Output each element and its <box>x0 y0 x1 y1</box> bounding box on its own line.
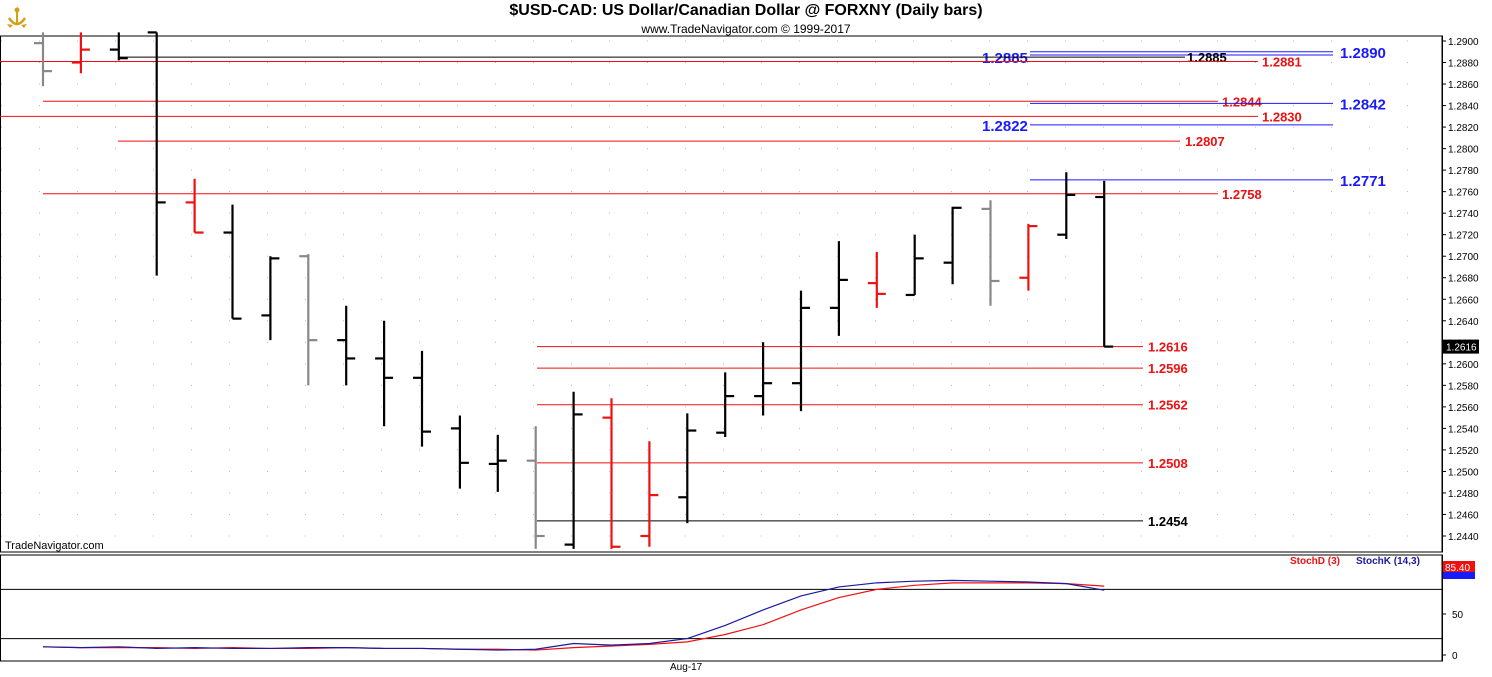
price-tick-label: 1.2720 <box>1448 231 1479 242</box>
x-axis-label: Aug-17 <box>670 662 703 673</box>
level-label: 1.2562 <box>1148 398 1188 413</box>
price-tick-label: 1.2540 <box>1448 424 1479 435</box>
level-label: 1.2822 <box>982 118 1028 135</box>
price-tick-label: 1.2680 <box>1448 274 1479 285</box>
stoch-series-line <box>42 582 1105 651</box>
ohlc-bar <box>450 415 469 489</box>
price-tick-label: 1.2880 <box>1448 59 1479 70</box>
ohlc-bar <box>109 32 128 61</box>
ohlc-bar <box>829 241 848 336</box>
ohlc-bar <box>602 398 621 549</box>
price-tick-label: 1.2440 <box>1448 532 1479 543</box>
ohlc-bar <box>375 320 394 427</box>
stoch-d-label: StochD (3) <box>1290 556 1340 567</box>
ohlc-bar <box>1095 180 1114 348</box>
level-label: 1.2890 <box>1340 45 1386 62</box>
price-tick-label: 1.2580 <box>1448 381 1479 392</box>
price-tick-label: 1.2740 <box>1448 209 1479 220</box>
ohlc-bar <box>488 434 507 492</box>
stoch-k-badge <box>1443 572 1475 579</box>
chart-title: $USD-CAD: US Dollar/Canadian Dollar @ FO… <box>509 2 983 19</box>
level-label: 1.2885 <box>982 50 1028 67</box>
price-tick-label: 1.2800 <box>1448 145 1479 156</box>
trade-navigator-logo-icon <box>4 4 30 32</box>
ohlc-bar <box>905 234 924 297</box>
stoch-d-badge-value: 85.40 <box>1445 563 1470 574</box>
price-tick-label: 1.2820 <box>1448 123 1479 134</box>
ohlc-bar <box>1019 223 1038 291</box>
price-tick-label: 1.2560 <box>1448 403 1479 414</box>
stoch-panel-border <box>0 554 1443 662</box>
price-tick-label: 1.2500 <box>1448 467 1479 478</box>
ohlc-bar <box>299 254 318 386</box>
ohlc-bar <box>1057 172 1076 239</box>
ohlc-bar <box>34 32 52 87</box>
price-grid <box>0 35 1443 662</box>
stochastic-panel: StochD (3) StochK (14,3) 50 0 85.40 <box>1 555 1475 662</box>
ohlc-bar <box>147 31 166 276</box>
ohlc-bar <box>943 206 962 285</box>
ohlc-bar <box>261 256 280 341</box>
ohlc-bar <box>185 178 204 234</box>
level-lines: 1.2890 1.2885 1.2885 1.2881 1.2844 1.2842 1.28… <box>0 45 1386 529</box>
ohlc-bar <box>981 200 1000 306</box>
ohlc-bar <box>564 391 583 549</box>
level-label: 1.2830 <box>1262 109 1302 124</box>
level-label: 1.2844 <box>1222 94 1263 109</box>
price-tick-label: 1.2860 <box>1448 80 1479 91</box>
level-label: 1.2508 <box>1148 456 1188 471</box>
price-tick-label: 1.2460 <box>1448 510 1479 521</box>
price-tick-label: 1.2480 <box>1448 489 1479 500</box>
ohlc-bar <box>413 350 431 447</box>
level-label: 1.2771 <box>1340 173 1386 190</box>
price-tick-label: 1.2900 <box>1448 37 1479 48</box>
level-label: 1.2596 <box>1148 361 1188 376</box>
ohlc-bar <box>792 290 810 412</box>
price-tick-label: 1.2780 <box>1448 166 1479 177</box>
ohlc-bar <box>337 305 356 386</box>
ohlc-bar <box>640 441 659 547</box>
chart-subtitle: www.TradeNavigator.com © 1999-2017 <box>641 22 851 36</box>
stoch-d-badge <box>1443 561 1475 572</box>
ohlc-bar <box>754 342 773 416</box>
watermark-text: TradeNavigator.com <box>5 540 104 552</box>
ohlc-bar <box>867 251 886 308</box>
price-tick-label: 1.2520 <box>1448 446 1479 457</box>
stoch-tick-label: 0 <box>1452 651 1458 662</box>
price-panel-border <box>0 35 1443 553</box>
level-label: 1.2616 <box>1148 340 1188 355</box>
ohlc-bar <box>223 204 242 320</box>
price-axis: 1.2900 1.2880 1.2860 1.2840 1.2820 1.2800 1.27… <box>670 36 1479 673</box>
price-tick-label: 1.2840 <box>1448 102 1479 113</box>
level-label: 1.2454 <box>1148 514 1189 529</box>
last-price-label: 1.2616 <box>1446 343 1477 354</box>
level-label: 1.2758 <box>1222 187 1262 202</box>
level-label: 1.2885 <box>1187 50 1227 65</box>
ohlc-bar <box>526 426 545 549</box>
level-label: 1.2807 <box>1185 134 1225 149</box>
price-tick-label: 1.2700 <box>1448 252 1479 263</box>
stoch-series-line <box>42 579 1105 651</box>
last-price-badge <box>1443 339 1479 354</box>
stoch-tick-label: 50 <box>1452 610 1464 621</box>
price-tick-label: 1.2640 <box>1448 317 1479 328</box>
ohlc-bar <box>71 32 90 74</box>
price-tick-label: 1.2600 <box>1448 360 1479 371</box>
ohlc-bar <box>678 413 697 524</box>
ohlc-bar <box>716 372 735 437</box>
price-tick-label: 1.2760 <box>1448 188 1479 199</box>
stoch-k-label: StochK (14,3) <box>1356 556 1420 567</box>
level-label: 1.2881 <box>1262 54 1302 69</box>
ohlc-bars <box>34 31 1114 549</box>
price-tick-label: 1.2660 <box>1448 295 1479 306</box>
level-label: 1.2842 <box>1340 96 1386 113</box>
